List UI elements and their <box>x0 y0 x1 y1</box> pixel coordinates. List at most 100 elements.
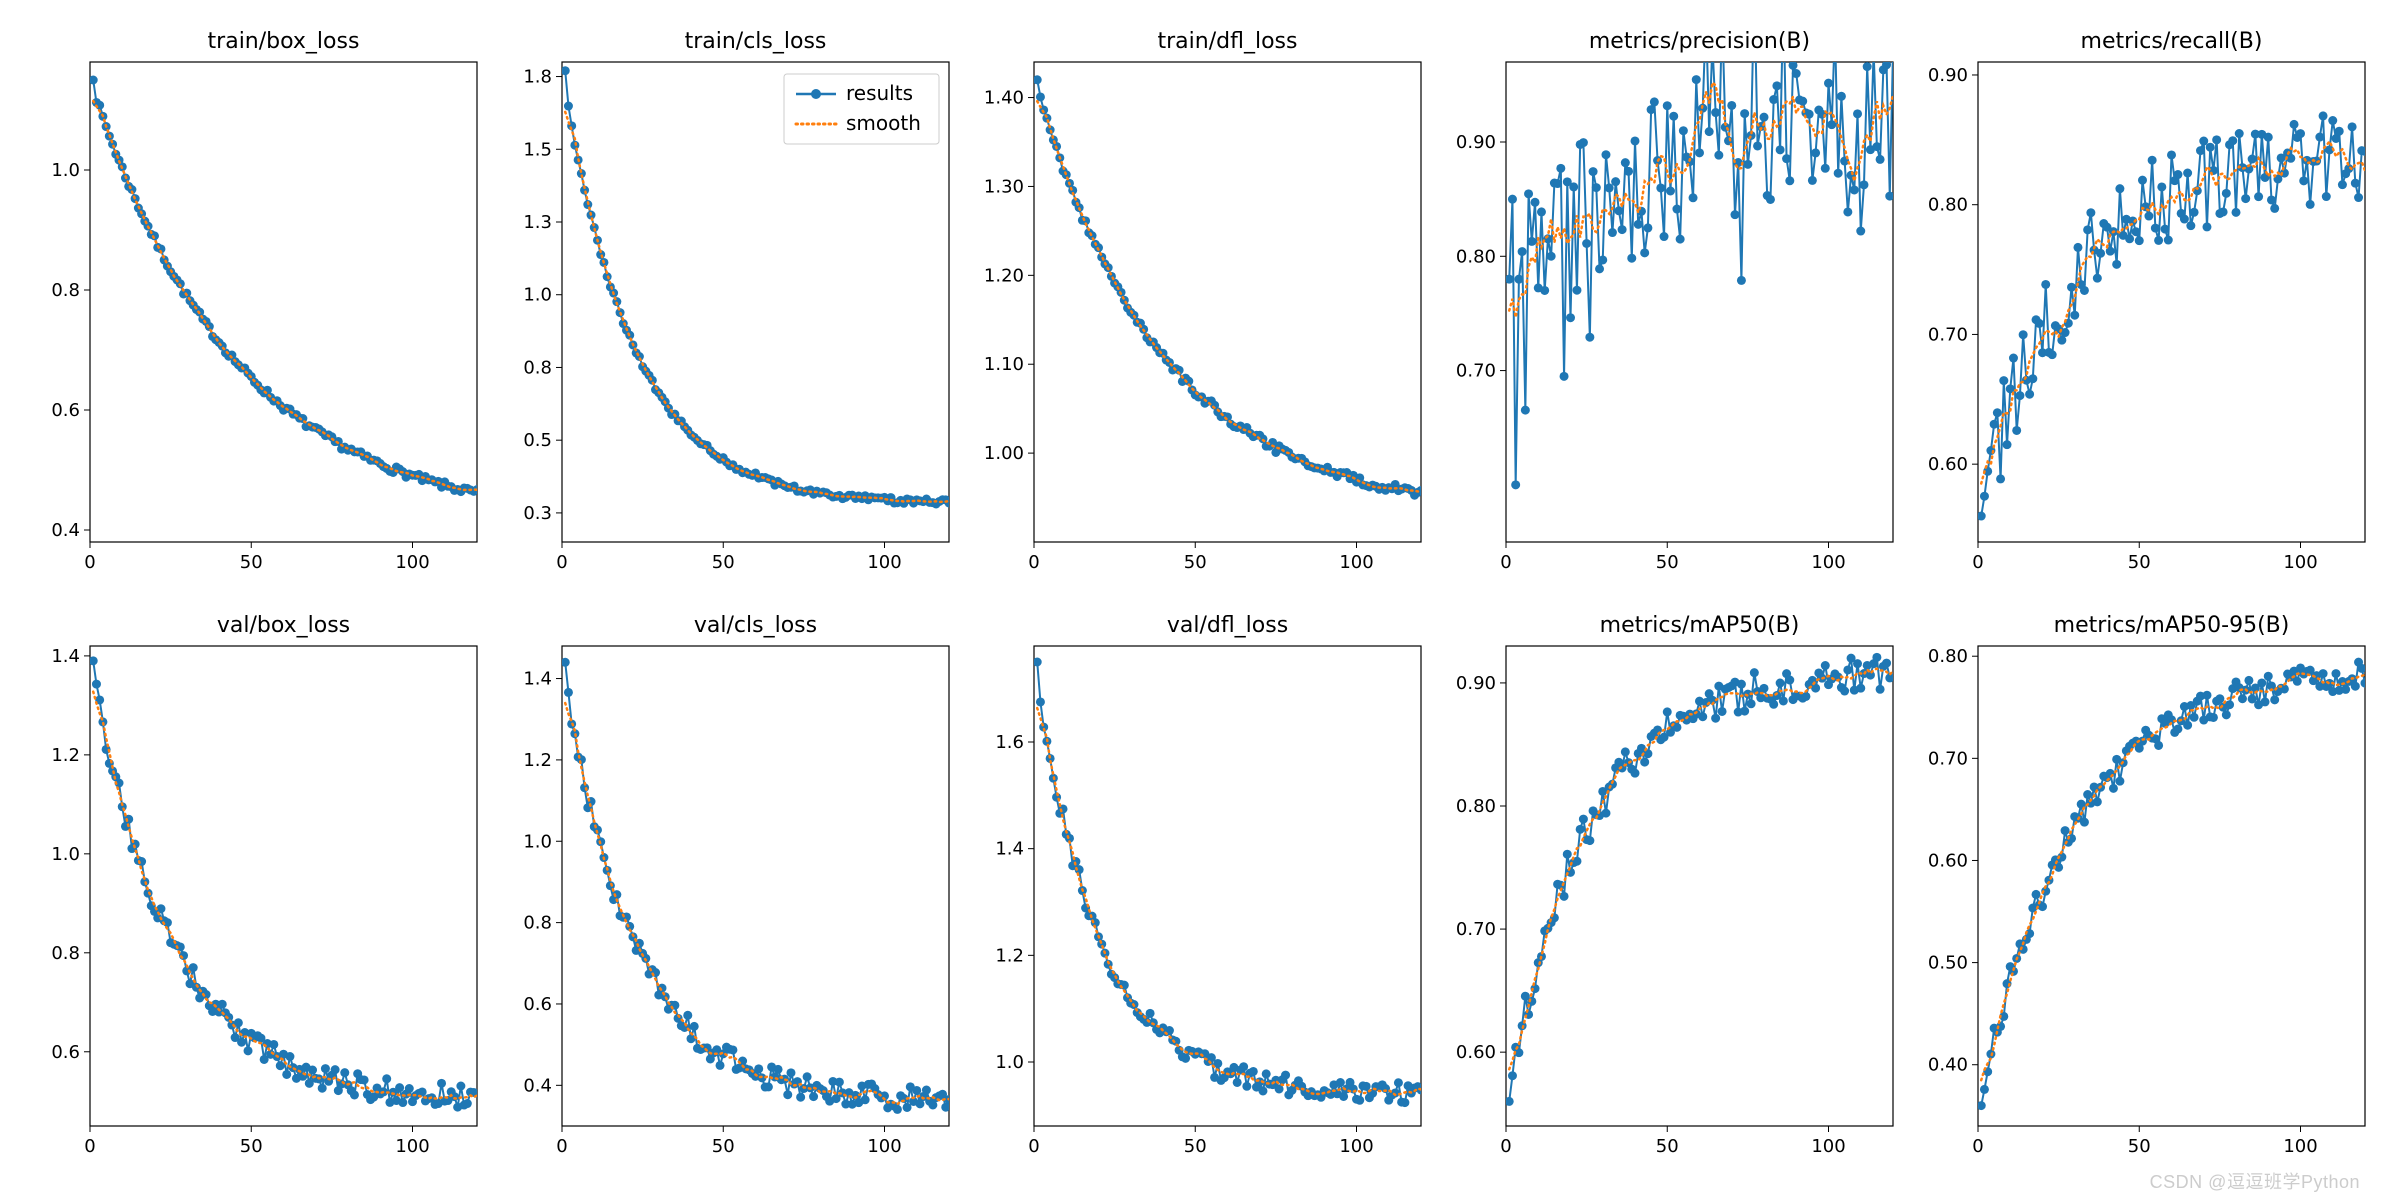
results-marker <box>2222 710 2231 719</box>
x-tick-label: 100 <box>395 1136 429 1157</box>
legend-label-results: results <box>846 81 913 105</box>
results-marker <box>922 1086 931 1095</box>
y-tick-label: 1.20 <box>984 265 1024 286</box>
results-marker <box>1740 707 1749 716</box>
results-marker <box>1837 92 1846 101</box>
y-tick-label: 0.5 <box>523 430 552 451</box>
results-marker <box>1737 680 1746 689</box>
results-marker <box>1569 182 1578 191</box>
results-marker <box>1566 313 1575 322</box>
results-marker <box>1811 684 1820 693</box>
results-marker <box>2073 243 2082 252</box>
results-marker <box>1524 189 1533 198</box>
results-marker <box>1033 75 1042 84</box>
results-marker <box>2012 426 2021 435</box>
results-marker <box>764 1082 773 1091</box>
x-tick-label: 0 <box>556 552 567 573</box>
results-marker <box>2135 236 2144 245</box>
y-tick-label: 0.8 <box>523 913 552 934</box>
results-marker <box>1262 1069 1271 1078</box>
chart-panel: metrics/recall(B)0501000.600.700.800.90 <box>1908 20 2380 600</box>
chart-panel: val/dfl_loss0501001.01.21.41.6 <box>964 604 1436 1184</box>
results-marker <box>783 1090 792 1099</box>
results-marker <box>1737 276 1746 285</box>
x-tick-label: 100 <box>395 552 429 573</box>
y-tick-label: 0.6 <box>51 400 80 421</box>
chart-cell: train/box_loss0501000.40.60.81.0 <box>20 20 492 604</box>
results-marker <box>1830 22 1839 31</box>
results-marker <box>1872 142 1881 151</box>
chart-title: train/cls_loss <box>685 29 827 54</box>
results-marker <box>561 658 570 667</box>
results-marker <box>687 1034 696 1043</box>
results-marker <box>2235 129 2244 138</box>
y-tick-label: 1.3 <box>523 212 552 233</box>
results-marker <box>1608 228 1617 237</box>
y-tick-label: 0.80 <box>1928 195 1968 216</box>
chart-panel: train/cls_loss0501000.30.50.81.01.31.51.… <box>492 20 964 600</box>
chart-panel: val/cls_loss0501000.40.60.81.01.21.4 <box>492 604 964 1184</box>
results-marker <box>1766 195 1775 204</box>
results-marker <box>2270 204 2279 213</box>
results-marker <box>1993 408 2002 417</box>
results-marker <box>1518 247 1527 256</box>
results-marker <box>237 1038 246 1047</box>
chart-panel: train/dfl_loss0501001.001.101.201.301.40 <box>964 20 1436 600</box>
y-tick-label: 1.0 <box>51 844 80 865</box>
results-marker <box>2354 193 2363 202</box>
results-marker <box>350 1090 359 1099</box>
y-tick-label: 0.70 <box>1456 919 1496 940</box>
results-marker <box>861 1095 870 1104</box>
results-marker <box>2244 676 2253 685</box>
results-marker <box>2148 156 2157 165</box>
y-tick-label: 0.80 <box>1456 796 1496 817</box>
results-marker <box>809 1092 818 1101</box>
results-marker <box>1792 69 1801 78</box>
results-marker <box>2083 790 2092 799</box>
results-marker <box>2167 150 2176 159</box>
results-marker <box>1743 160 1752 169</box>
x-tick-label: 0 <box>1028 1136 1039 1157</box>
results-marker <box>683 1011 692 1020</box>
results-marker <box>2264 672 2273 681</box>
results-marker <box>945 498 954 507</box>
results-marker <box>1676 235 1685 244</box>
results-marker <box>2083 225 2092 234</box>
results-marker <box>1669 112 1678 121</box>
results-marker <box>1747 699 1756 708</box>
results-marker <box>2154 741 2163 750</box>
results-marker <box>1698 712 1707 721</box>
axes-frame <box>1034 646 1421 1126</box>
results-marker <box>2196 146 2205 155</box>
results-marker <box>1505 275 1514 284</box>
results-marker <box>1977 512 1986 521</box>
chart-panel: metrics/mAP50-95(B)0501000.400.500.600.7… <box>1908 604 2380 1184</box>
y-tick-label: 0.90 <box>1456 673 1496 694</box>
y-tick-label: 0.8 <box>523 357 552 378</box>
results-marker <box>1624 167 1633 176</box>
results-marker <box>395 1083 404 1092</box>
y-tick-label: 0.70 <box>1928 748 1968 769</box>
results-marker <box>1776 145 1785 154</box>
results-marker <box>1563 850 1572 859</box>
results-marker <box>1643 223 1652 232</box>
results-marker <box>456 1081 465 1090</box>
results-marker <box>1821 661 1830 670</box>
results-marker <box>1824 79 1833 88</box>
results-marker <box>1181 1054 1190 1063</box>
results-marker <box>2070 311 2079 320</box>
results-marker <box>382 1074 391 1083</box>
results-marker <box>1980 1085 1989 1094</box>
y-tick-label: 1.0 <box>51 160 80 181</box>
smooth-line <box>565 112 949 502</box>
results-marker <box>463 1099 472 1108</box>
x-tick-label: 0 <box>556 1136 567 1157</box>
x-tick-label: 100 <box>1339 552 1373 573</box>
y-tick-label: 1.8 <box>523 67 552 88</box>
results-marker <box>1531 198 1540 207</box>
results-marker <box>405 1084 414 1093</box>
chart-cell: metrics/precision(B)0501000.700.800.90 <box>1436 20 1908 604</box>
y-tick-label: 0.6 <box>523 994 552 1015</box>
results-marker <box>803 1072 812 1081</box>
y-tick-label: 0.4 <box>523 1075 552 1096</box>
